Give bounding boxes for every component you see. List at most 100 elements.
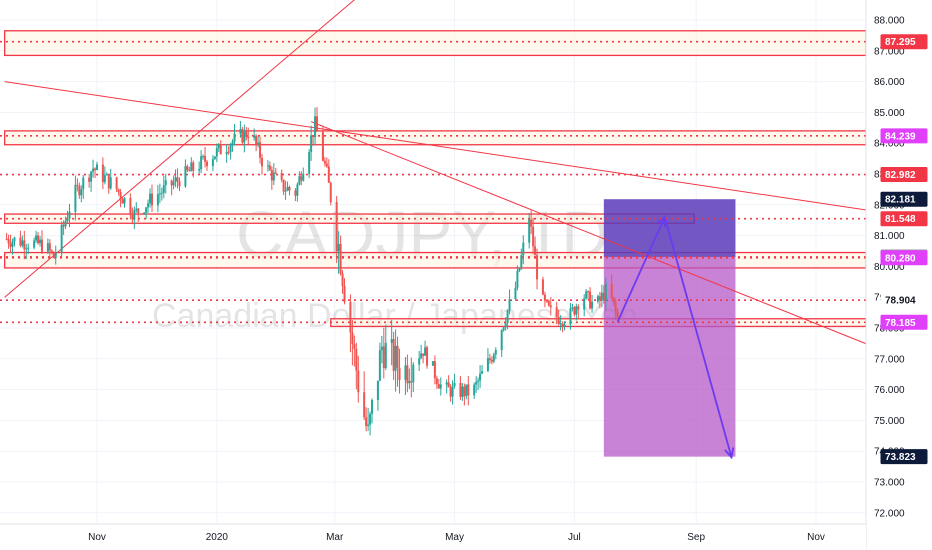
candle-body: [131, 215, 134, 220]
candle-body: [321, 131, 324, 161]
candle-body: [522, 242, 525, 256]
candle-body: [435, 378, 438, 385]
candle-body: [282, 179, 285, 192]
candle-body: [475, 381, 478, 385]
price-tick-label: 86.000: [874, 77, 905, 88]
time-tick-label: Nov: [807, 532, 825, 543]
candle-body: [541, 279, 544, 295]
time-tick-label: 2020: [206, 532, 229, 543]
candle-body: [204, 156, 207, 162]
candle-body: [549, 305, 552, 308]
candle-body: [62, 224, 65, 227]
candle-body: [559, 323, 562, 325]
candle-body: [40, 239, 43, 252]
candle-body: [506, 310, 509, 324]
candle-body: [577, 306, 580, 310]
candle-body: [571, 307, 574, 309]
candle-body: [481, 371, 484, 374]
candle-body: [337, 243, 340, 252]
candle-body: [424, 347, 427, 356]
candle-body: [37, 235, 40, 244]
candle-body: [225, 151, 228, 155]
candle-body: [589, 291, 592, 309]
candle-body: [357, 370, 360, 393]
candle-body: [514, 287, 517, 300]
candle-body: [532, 226, 535, 247]
candle-body: [555, 307, 558, 317]
support-resistance-zone: [4, 130, 867, 146]
price-tag: [880, 34, 928, 50]
support-resistance-zone: [4, 30, 867, 57]
candle-body: [410, 381, 413, 383]
candle-body: [64, 221, 67, 227]
candle-body: [115, 177, 118, 190]
candle-body: [13, 237, 16, 242]
candle-body: [365, 417, 368, 426]
candle-body: [394, 345, 397, 371]
candle-body: [233, 133, 236, 142]
candle-body: [227, 151, 230, 153]
candle-body: [241, 129, 244, 143]
candle-body: [473, 384, 476, 396]
candle-body: [147, 203, 150, 208]
candle-body: [447, 382, 450, 388]
candle-body: [261, 157, 264, 167]
price-tag: [880, 314, 928, 330]
candle-body: [353, 343, 356, 349]
candle-body: [596, 296, 599, 302]
candle-body: [272, 172, 275, 181]
candle-body: [563, 324, 566, 327]
candle-body: [569, 308, 572, 325]
time-axis[interactable]: Nov 2020 Mar May Jul Sep Nov: [88, 532, 825, 543]
price-tag: [880, 250, 928, 266]
price-tag-label: 78.185: [885, 318, 916, 329]
candle-body: [477, 380, 480, 382]
price-tag-label: 80.280: [885, 253, 916, 264]
candle-body: [160, 192, 163, 194]
price-tick-label: 88.000: [874, 16, 905, 27]
candle-body: [351, 332, 354, 344]
candle-body: [7, 239, 10, 244]
candle-body: [392, 339, 395, 371]
candle-body: [21, 240, 24, 246]
price-tag: [880, 191, 928, 207]
candle-body: [380, 346, 383, 351]
candle-body: [312, 135, 315, 138]
projection-path: [616, 214, 735, 460]
candle-body: [404, 365, 407, 380]
candle-body: [494, 350, 497, 355]
candle-body: [231, 141, 234, 146]
candle-body: [518, 268, 521, 271]
candle-body: [585, 291, 588, 299]
candle-body: [172, 182, 175, 186]
candle-body: [186, 166, 189, 171]
candle-body: [382, 346, 385, 369]
candle-body: [217, 144, 220, 149]
price-tag-label: 82.982: [885, 170, 916, 181]
candle-body: [215, 148, 218, 157]
candle-body: [308, 152, 311, 174]
candle-body: [190, 162, 193, 172]
candle-body: [355, 348, 358, 371]
price-tick-label: 85.000: [874, 108, 905, 119]
price-tags: 87.29584.23982.98282.18181.54880.30680.2…: [880, 34, 928, 465]
candle-body: [286, 187, 289, 191]
price-tick-label: 87.000: [874, 46, 905, 57]
candle-body: [465, 384, 468, 397]
price-tick-label: 76.000: [874, 385, 905, 396]
price-tag-label: 78.904: [885, 296, 916, 307]
trendline: [4, 81, 874, 212]
candle-body: [561, 323, 564, 327]
candle-body: [300, 176, 303, 181]
candle-body: [323, 160, 326, 164]
candle-body: [284, 190, 287, 192]
candle-body: [158, 193, 161, 195]
candle-body: [103, 175, 106, 183]
support-resistance-zone: [330, 318, 867, 328]
candle-body: [35, 235, 38, 241]
candle-body: [143, 212, 146, 214]
candle-body: [459, 382, 462, 397]
candle-body: [245, 130, 248, 137]
candle-body: [133, 209, 136, 220]
